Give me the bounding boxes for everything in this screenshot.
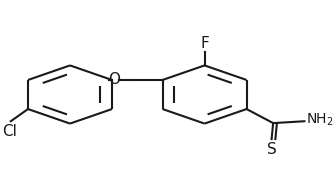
Text: S: S xyxy=(267,143,277,157)
Text: O: O xyxy=(108,72,120,88)
Text: NH$_2$: NH$_2$ xyxy=(306,112,334,129)
Text: F: F xyxy=(200,36,209,51)
Text: Cl: Cl xyxy=(2,124,17,139)
